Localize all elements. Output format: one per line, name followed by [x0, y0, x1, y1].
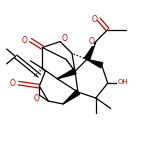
- Text: O: O: [88, 37, 94, 46]
- Text: O: O: [33, 94, 39, 103]
- Text: OH: OH: [117, 79, 128, 85]
- Polygon shape: [84, 42, 96, 61]
- Polygon shape: [63, 90, 80, 104]
- Text: O: O: [62, 34, 68, 43]
- Text: O: O: [10, 79, 15, 88]
- Text: O: O: [91, 15, 97, 24]
- Polygon shape: [87, 59, 103, 68]
- Text: O: O: [22, 36, 27, 45]
- Polygon shape: [57, 69, 76, 79]
